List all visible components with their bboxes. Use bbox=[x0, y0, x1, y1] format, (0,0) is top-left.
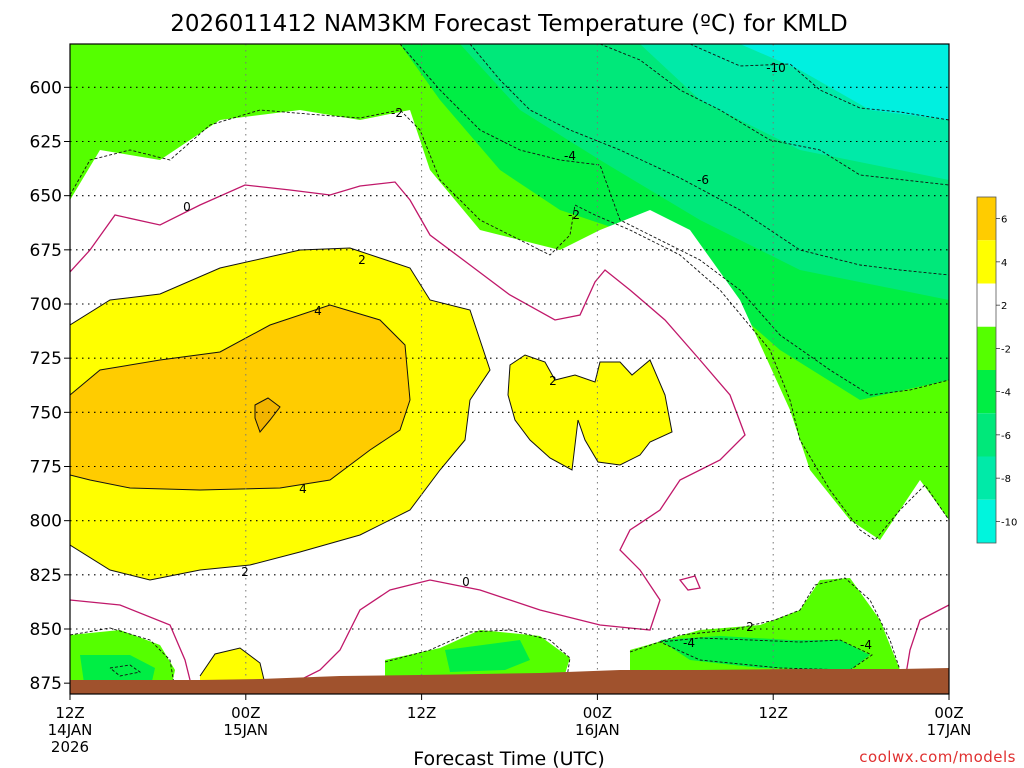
y-tick-label: 600 bbox=[30, 78, 62, 98]
colorbar-label: 6 bbox=[1001, 215, 1007, 226]
contour-label: -2 bbox=[568, 208, 580, 222]
y-tick-label: 800 bbox=[30, 512, 62, 532]
contour-plus4-left bbox=[70, 304, 411, 491]
y-axis: 600 625 650 675 700 725 750 775 800 825 850 875 bbox=[30, 78, 70, 694]
contour-label: 4 bbox=[314, 304, 322, 318]
colorbar-label: -4 bbox=[1001, 388, 1011, 399]
colorbar-label: 4 bbox=[1001, 258, 1007, 269]
x-tick-sub1: 16JAN bbox=[575, 721, 620, 739]
contour-plus2-mid bbox=[507, 354, 673, 471]
colorbar-bin bbox=[977, 370, 996, 414]
x-tick-sub1: 15JAN bbox=[223, 721, 268, 739]
y-tick-label: 725 bbox=[30, 349, 62, 369]
credit-text: coolwx.com/models bbox=[859, 748, 1016, 766]
x-tick-sub1: 17JAN bbox=[927, 721, 972, 739]
contour-zero-right bbox=[904, 604, 949, 681]
contour-minus8 bbox=[599, 44, 949, 186]
contour-minus4-low-right bbox=[659, 637, 873, 671]
contour-zero-left bbox=[70, 599, 191, 681]
y-tick-label: 875 bbox=[30, 674, 62, 694]
colorbar: 6 4 2 -2 -4 -6 -8 -10 bbox=[976, 196, 1017, 544]
x-tick-label: 00Z bbox=[583, 704, 612, 722]
colorbar-label: -2 bbox=[1001, 344, 1011, 355]
y-tick-label: 775 bbox=[30, 458, 62, 478]
contour-label: 2 bbox=[549, 374, 557, 388]
contour-lines bbox=[70, 44, 949, 691]
x-tick-sub1: 14JAN bbox=[48, 721, 93, 739]
x-axis-title: Forecast Time (UTC) bbox=[413, 748, 604, 768]
contour-label: 4 bbox=[299, 482, 307, 496]
contour-label: -10 bbox=[766, 61, 786, 75]
x-tick-label: 12Z bbox=[407, 704, 436, 722]
contour-minus6 bbox=[469, 44, 949, 276]
plot-frame bbox=[69, 43, 950, 695]
colorbar-bin bbox=[977, 240, 996, 284]
colorbar-bin bbox=[977, 413, 996, 457]
contour-label: 0 bbox=[462, 575, 470, 589]
contour-zero-main bbox=[70, 181, 746, 681]
y-tick-label: 650 bbox=[30, 187, 62, 207]
fill-warm-4-left bbox=[70, 305, 410, 490]
x-tick-label: 00Z bbox=[934, 704, 963, 722]
x-tick-sub2: 2026 bbox=[51, 738, 89, 756]
contour-label: -4 bbox=[860, 638, 872, 652]
contour-label: -2 bbox=[391, 106, 403, 120]
colorbar-bin bbox=[977, 197, 996, 241]
y-tick-label: 825 bbox=[30, 566, 62, 586]
contour-label: 2 bbox=[241, 565, 249, 579]
plot-area: -10 -2 -4 -6 0 -2 2 4 2 4 2 0 2 -4 -4 bbox=[70, 44, 949, 694]
contour-label: 0 bbox=[183, 200, 191, 214]
colorbar-label: -6 bbox=[1001, 431, 1011, 442]
contour-minus2-low-left bbox=[70, 627, 176, 691]
contour-minus4-low-left bbox=[109, 664, 142, 677]
fill-warm-6-core bbox=[255, 398, 280, 432]
contour-label: 2 bbox=[358, 253, 366, 267]
fill-warm-2-mid bbox=[508, 355, 672, 470]
contour-label: -4 bbox=[564, 149, 576, 163]
contour-label: -6 bbox=[697, 173, 709, 187]
y-tick-label: 675 bbox=[30, 241, 62, 261]
chart-title: 2026011412 NAM3KM Forecast Temperature (… bbox=[170, 11, 847, 37]
colorbar-label: 2 bbox=[1001, 301, 1007, 312]
y-tick-label: 750 bbox=[30, 403, 62, 423]
fill-low-green-mid-inner bbox=[445, 640, 530, 672]
contour-zero-small bbox=[678, 575, 701, 591]
colorbar-bin bbox=[977, 456, 996, 500]
contour-plus2-left bbox=[70, 247, 491, 581]
contour-plus6-core bbox=[254, 397, 281, 433]
y-tick-label: 850 bbox=[30, 620, 62, 640]
y-tick-label: 700 bbox=[30, 295, 62, 315]
colorbar-bin bbox=[977, 326, 996, 370]
contour-minus2-upper bbox=[70, 109, 949, 541]
contour-minus2-low-right bbox=[629, 577, 901, 671]
x-tick-label: 00Z bbox=[231, 704, 260, 722]
contour-label: -4 bbox=[683, 636, 695, 650]
colorbar-frame bbox=[976, 196, 997, 544]
colorbar-bin bbox=[977, 499, 996, 543]
colorbar-label: -8 bbox=[1001, 474, 1011, 485]
y-tick-label: 625 bbox=[30, 133, 62, 153]
contour-minus4 bbox=[399, 44, 949, 396]
contour-plus2-surface bbox=[199, 647, 266, 685]
fill-warm-2-surface bbox=[200, 648, 265, 684]
x-tick-label: 12Z bbox=[759, 704, 788, 722]
colorbar-label: -10 bbox=[1001, 517, 1017, 528]
x-tick-label: 12Z bbox=[55, 704, 84, 722]
contour-labels: -10 -2 -4 -6 0 -2 2 4 2 4 2 0 2 -4 -4 bbox=[183, 61, 872, 652]
colorbar-bin bbox=[977, 283, 996, 327]
contour-minus2-low-mid bbox=[384, 629, 571, 691]
terrain-surface bbox=[70, 668, 949, 694]
contour-label: 2 bbox=[746, 620, 754, 634]
